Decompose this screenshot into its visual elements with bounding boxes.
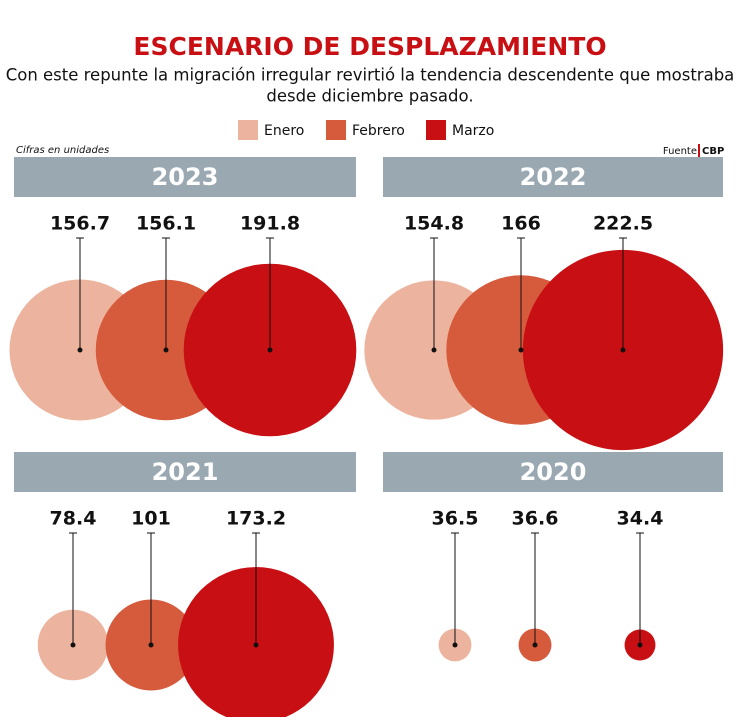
value-label: 34.4 [617, 508, 664, 530]
value-label: 36.6 [512, 508, 559, 530]
pointer-dot [532, 642, 538, 648]
panel-header [383, 452, 723, 492]
value-label: 191.8 [240, 213, 300, 235]
source-divider [698, 144, 700, 158]
pointer-dot [148, 642, 154, 648]
pointer-dot [637, 642, 643, 648]
panel-title: 2022 [520, 163, 587, 191]
panel-title: 2021 [152, 458, 219, 486]
pointer-dot [431, 347, 437, 353]
chart-title: ESCENARIO DE DESPLAZAMIENTO [133, 32, 606, 61]
legend-swatch [238, 120, 258, 140]
legend-label: Enero [264, 123, 304, 139]
source-name: CBP [702, 146, 724, 157]
legend-label: Marzo [452, 123, 494, 139]
value-label: 156.7 [50, 213, 110, 235]
legend-swatch [426, 120, 446, 140]
value-label: 36.5 [432, 508, 479, 530]
chart-subtitle: Con este repunte la migración irregular … [6, 66, 735, 85]
pointer-dot [620, 347, 626, 353]
value-label: 156.1 [136, 213, 196, 235]
pointer-dot [253, 642, 259, 648]
panel-header [14, 452, 356, 492]
value-label: 166 [501, 213, 541, 235]
chart-subtitle: desde diciembre pasado. [266, 87, 473, 106]
value-label: 173.2 [226, 508, 286, 530]
panel-title: 2020 [520, 458, 587, 486]
value-label: 154.8 [404, 213, 464, 235]
panel-title: 2023 [152, 163, 219, 191]
value-label: 222.5 [593, 213, 653, 235]
panel-header [14, 157, 356, 197]
legend-label: Febrero [352, 123, 405, 139]
legend-swatch [326, 120, 346, 140]
pointer-dot [70, 642, 76, 648]
source-label: Fuente [663, 146, 697, 157]
pointer-dot [452, 642, 458, 648]
value-label: 78.4 [50, 508, 97, 530]
note: Cifras en unidades [16, 145, 109, 156]
panel-header [383, 157, 723, 197]
pointer-dot [163, 347, 169, 353]
pointer-dot [77, 347, 83, 353]
value-label: 101 [131, 508, 171, 530]
pointer-dot [267, 347, 273, 353]
pointer-dot [518, 347, 524, 353]
